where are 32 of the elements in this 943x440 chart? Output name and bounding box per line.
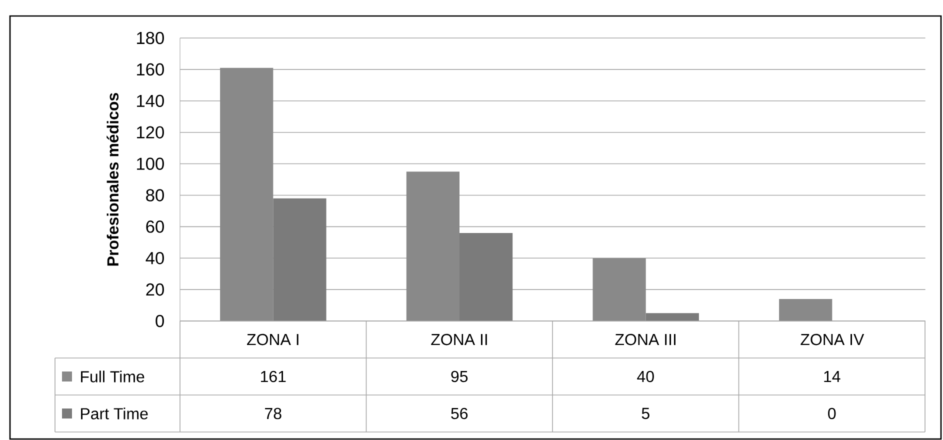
legend-label: Full Time xyxy=(81,370,144,382)
y-tick-label: 180 xyxy=(137,32,164,44)
bar xyxy=(406,172,460,322)
x-tick-label: ZONA IV xyxy=(800,334,864,346)
y-tick-label: 80 xyxy=(146,189,164,202)
data-label: 0 xyxy=(828,408,836,420)
bar xyxy=(273,198,326,322)
data-label: 40 xyxy=(637,370,654,382)
y-tick-label: 100 xyxy=(137,158,164,170)
x-tick-label: ZONA III xyxy=(615,334,676,346)
x-tick-label: ZONA I xyxy=(247,334,298,346)
y-tick-label: 60 xyxy=(146,220,164,233)
y-tick-label: 120 xyxy=(137,126,164,138)
y-tick-label: 40 xyxy=(146,252,164,264)
data-label: 56 xyxy=(451,408,468,420)
bar xyxy=(779,298,832,322)
x-tick-label: ZONA II xyxy=(431,334,487,346)
bar xyxy=(220,68,274,322)
y-tick-label: 140 xyxy=(137,94,164,108)
data-label: 95 xyxy=(451,370,468,382)
data-label: 161 xyxy=(260,370,286,382)
y-axis-title: Profesionales médicos xyxy=(106,93,119,266)
y-tick-label: 20 xyxy=(146,283,164,296)
bar xyxy=(646,313,699,322)
y-tick-label: 160 xyxy=(137,63,164,76)
bar xyxy=(460,232,513,322)
data-label: 14 xyxy=(824,371,840,382)
data-label: 5 xyxy=(642,408,650,420)
legend-label: Part Time xyxy=(81,408,148,420)
data-label: 78 xyxy=(265,408,282,420)
y-tick-label: 0 xyxy=(156,314,164,328)
bar xyxy=(592,258,646,322)
